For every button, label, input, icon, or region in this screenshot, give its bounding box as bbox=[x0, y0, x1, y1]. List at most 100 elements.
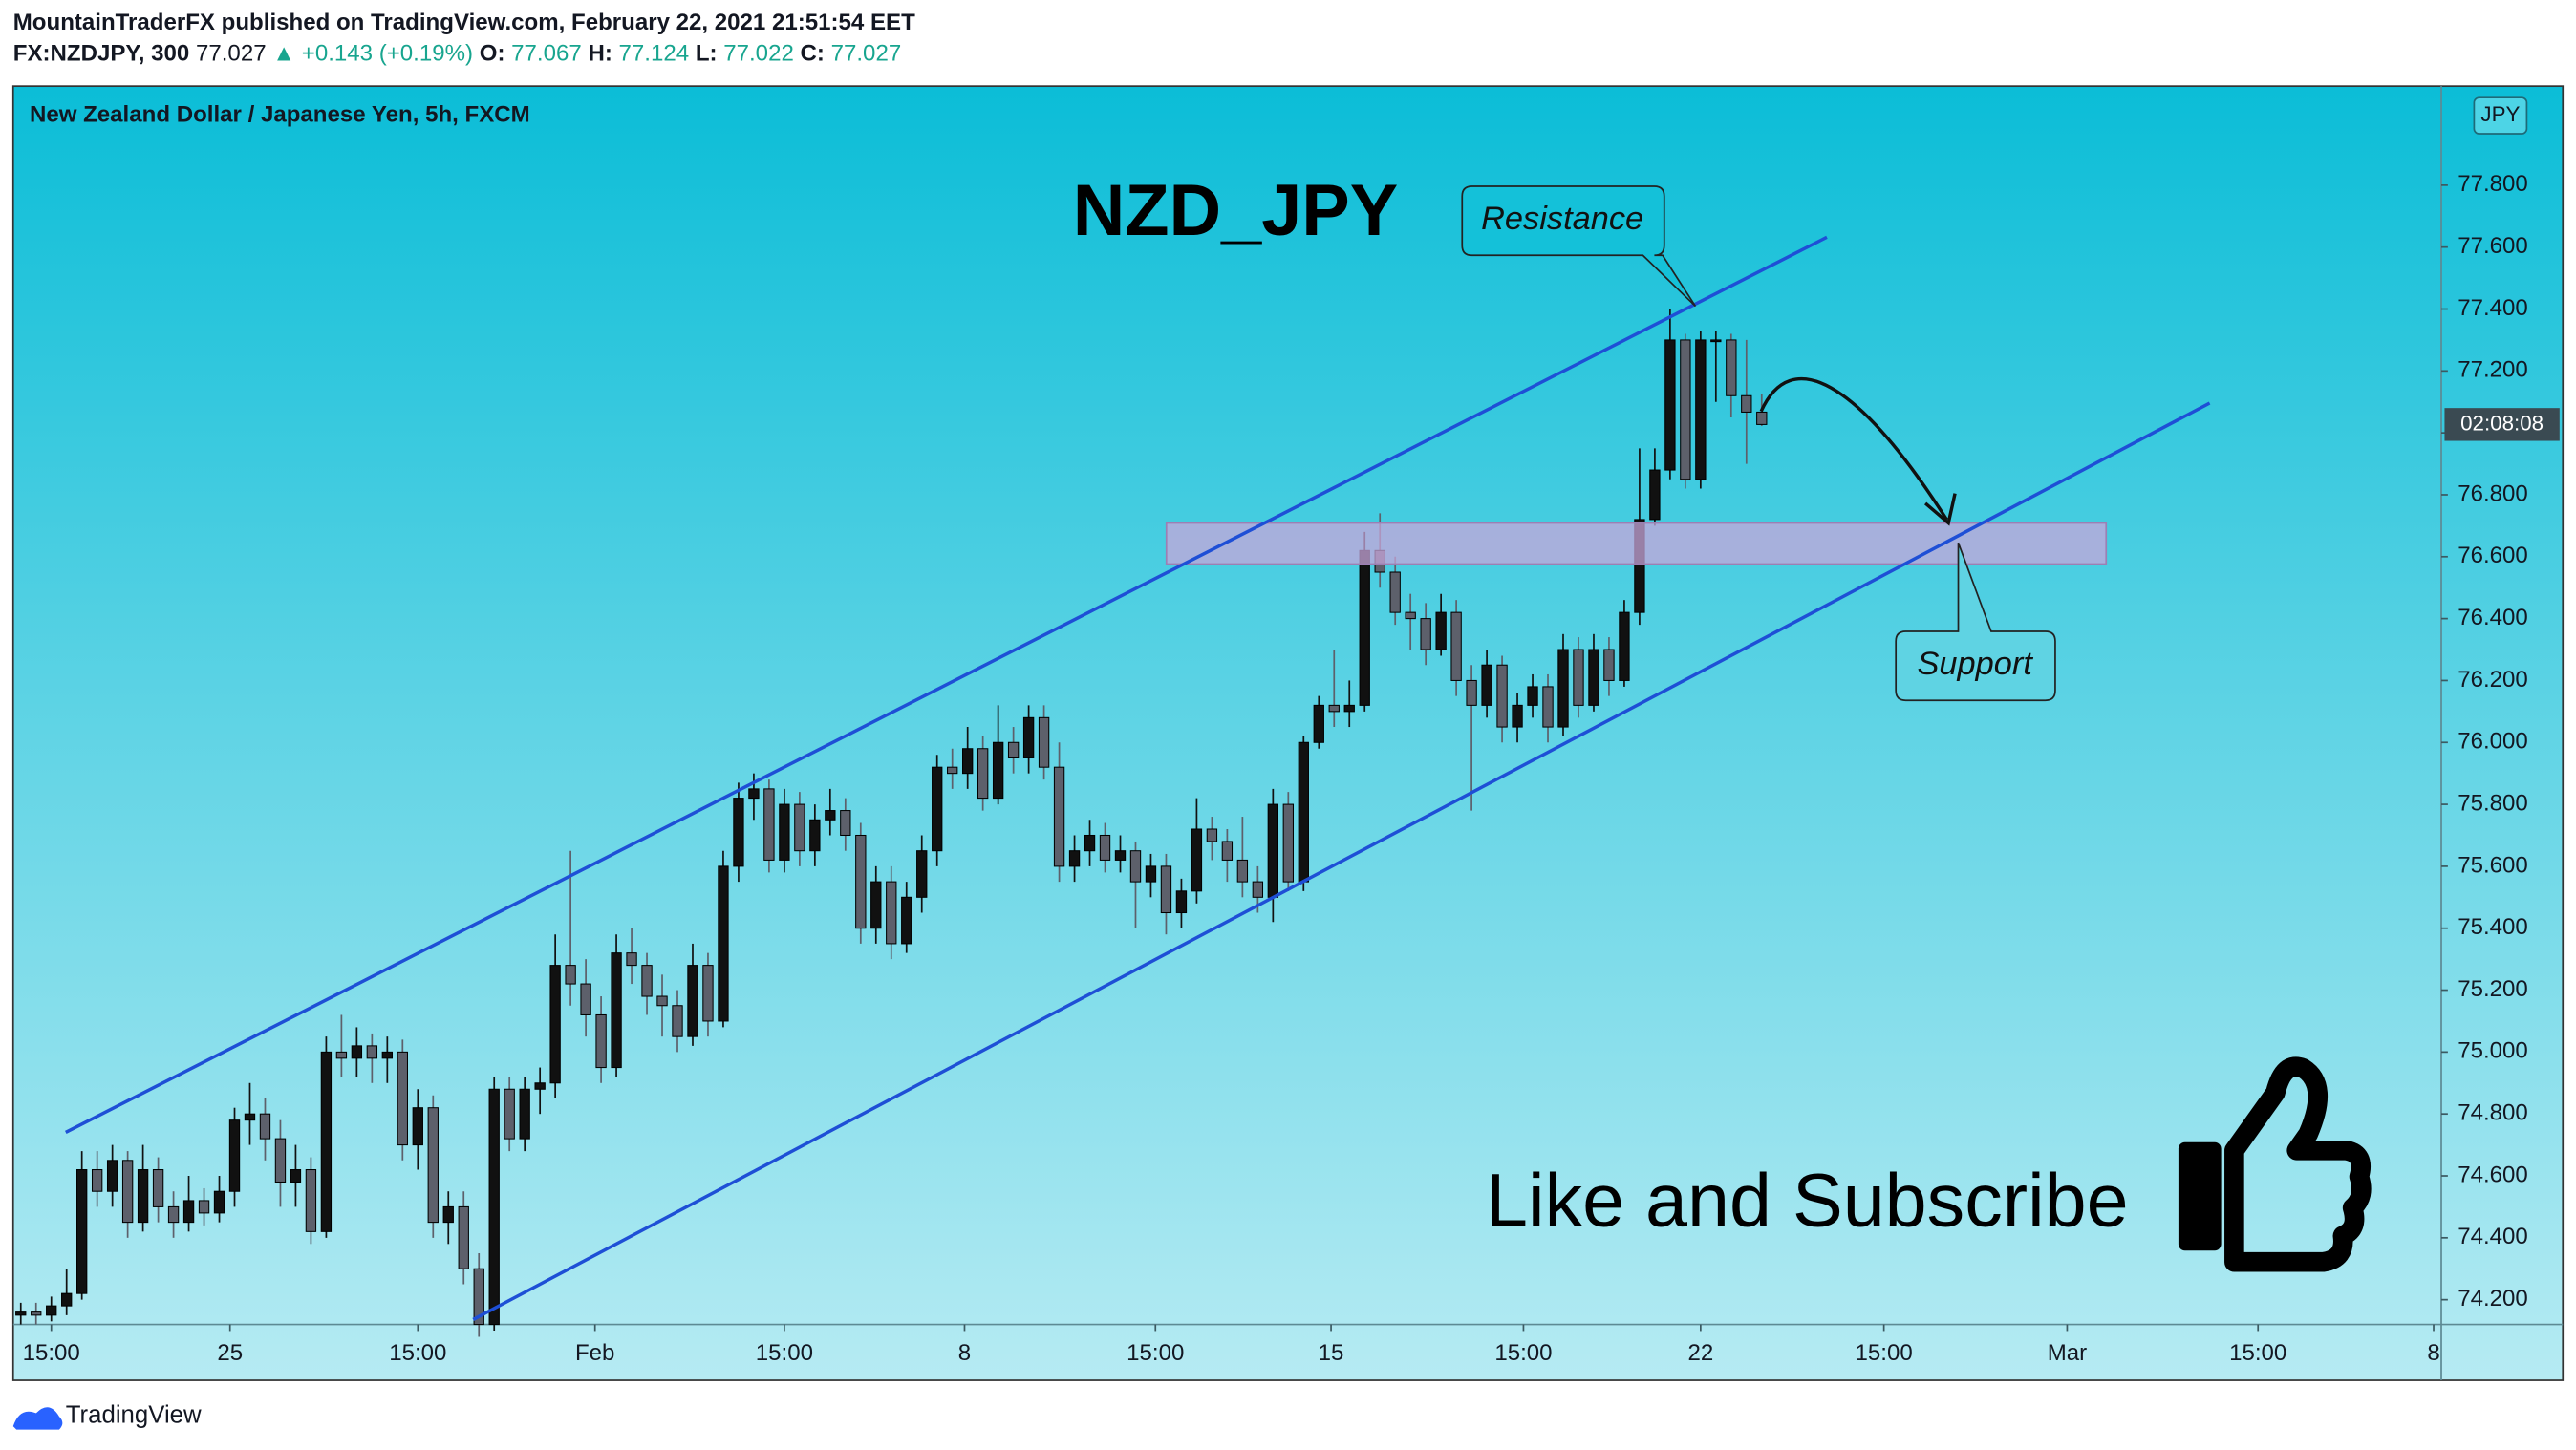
cta-text: Like and Subscribe bbox=[1486, 1158, 2129, 1243]
y-tick-label: 75.600 bbox=[2458, 852, 2528, 878]
x-tick-label: 15 bbox=[1319, 1340, 1344, 1366]
x-tick-label: 15:00 bbox=[23, 1340, 80, 1366]
y-tick-label: 76.800 bbox=[2458, 480, 2528, 506]
candle-body bbox=[977, 748, 989, 800]
candle-body bbox=[1160, 865, 1172, 914]
candle-body bbox=[1206, 828, 1218, 842]
plot: 74.200 74.400 74.600 74.800 75.000 75.200 75.4… bbox=[15, 171, 2528, 1366]
candle-body bbox=[1573, 649, 1584, 706]
candle-body bbox=[672, 1005, 683, 1037]
candle-body bbox=[1405, 611, 1416, 620]
candle-body bbox=[901, 896, 912, 945]
quote-part: ▲ +0.143 (+0.19%) bbox=[272, 41, 473, 67]
candle-body bbox=[641, 965, 653, 997]
candle-body bbox=[274, 1138, 287, 1183]
quote-part: 77.124 bbox=[619, 41, 690, 67]
candle-body bbox=[259, 1113, 271, 1140]
candle-body bbox=[1619, 611, 1630, 681]
y-tick-label: 75.400 bbox=[2458, 914, 2528, 940]
candle-body bbox=[1084, 834, 1096, 852]
quote-part: O: bbox=[480, 41, 505, 67]
candle-body bbox=[1603, 649, 1615, 681]
candle-body bbox=[1175, 890, 1188, 914]
y-tick-label: 75.800 bbox=[2458, 790, 2528, 816]
candle-body bbox=[1313, 704, 1324, 743]
x-tick-label: 8 bbox=[2427, 1340, 2439, 1366]
x-tick-label: 15:00 bbox=[2229, 1340, 2286, 1366]
candle-body bbox=[1053, 766, 1065, 867]
header-quote: FX:NZDJPY, 300 77.027 ▲ +0.143 (+0.19%) … bbox=[13, 41, 901, 67]
candle-body bbox=[244, 1113, 256, 1121]
candle-body bbox=[916, 850, 928, 898]
callout-text: Support bbox=[1918, 646, 2034, 682]
candle-body bbox=[718, 865, 729, 1022]
candle-body bbox=[15, 1311, 27, 1316]
candle-body bbox=[702, 965, 714, 1022]
x-tick-label: 15:00 bbox=[1127, 1340, 1184, 1366]
currency-label: JPY bbox=[2480, 102, 2520, 126]
candle-body bbox=[473, 1268, 484, 1326]
candle-body bbox=[855, 834, 867, 929]
candle-body bbox=[1741, 394, 1752, 413]
candle-body bbox=[1664, 339, 1676, 471]
y-tick-label: 77.200 bbox=[2458, 357, 2528, 383]
y-tick-label: 74.800 bbox=[2458, 1100, 2528, 1126]
candle-body bbox=[1328, 704, 1340, 713]
candle-body bbox=[794, 803, 805, 852]
candle-body bbox=[335, 1051, 348, 1059]
candle-body bbox=[1389, 571, 1401, 613]
candle-body bbox=[825, 810, 836, 821]
candle-body bbox=[626, 952, 637, 967]
candle-body bbox=[91, 1169, 103, 1192]
quote-part: C: bbox=[801, 41, 825, 67]
candle-body bbox=[1695, 339, 1707, 480]
callout bbox=[1895, 542, 2056, 702]
y-tick-label: 76.400 bbox=[2458, 605, 2528, 630]
candle-body bbox=[733, 798, 744, 867]
candle-body bbox=[442, 1205, 454, 1224]
x-tick-label: 15:00 bbox=[756, 1340, 813, 1366]
candle-body bbox=[46, 1305, 57, 1316]
candle-body bbox=[534, 1082, 546, 1090]
x-tick-label: Mar bbox=[2048, 1340, 2087, 1366]
quote-part: FX:NZDJPY, 300 bbox=[13, 41, 190, 67]
candle-body bbox=[549, 965, 561, 1084]
candle-body bbox=[870, 881, 882, 929]
candle-body bbox=[840, 810, 851, 837]
y-tick-label: 74.600 bbox=[2458, 1162, 2528, 1187]
candle-body bbox=[1038, 716, 1050, 768]
arrow-head bbox=[1924, 493, 1957, 526]
candle-body bbox=[1359, 549, 1370, 706]
candle-body bbox=[167, 1205, 180, 1224]
arrow bbox=[1759, 376, 1948, 522]
y-tick-label: 75.000 bbox=[2458, 1038, 2528, 1064]
candle-body bbox=[519, 1088, 530, 1140]
candle-body bbox=[61, 1292, 73, 1307]
candle-body bbox=[962, 748, 974, 775]
candle-body bbox=[1756, 411, 1768, 425]
candle-body bbox=[1236, 859, 1249, 883]
candle-body bbox=[366, 1045, 378, 1059]
candle-body bbox=[779, 803, 790, 861]
candle-body bbox=[1649, 469, 1661, 521]
quote-line: FX:NZDJPY, 300 77.027 ▲ +0.143 (+0.19%) … bbox=[13, 41, 901, 67]
candle-body bbox=[748, 788, 760, 800]
candle-body bbox=[1282, 803, 1294, 883]
candle-body bbox=[504, 1088, 515, 1140]
candle-body bbox=[137, 1169, 149, 1224]
candle-body bbox=[1221, 841, 1234, 861]
candle-body bbox=[1145, 865, 1157, 883]
y-tick-label: 76.600 bbox=[2458, 543, 2528, 568]
candle-body bbox=[1527, 686, 1538, 706]
candle-body bbox=[1588, 649, 1599, 706]
candle-body bbox=[1450, 611, 1462, 681]
candle-body bbox=[1420, 618, 1431, 650]
candle-body bbox=[1022, 716, 1035, 758]
y-tick-label: 77.600 bbox=[2458, 233, 2528, 259]
candle-body bbox=[611, 952, 622, 1069]
y-tick-label: 75.200 bbox=[2458, 976, 2528, 1002]
candle-body bbox=[1496, 664, 1508, 728]
quote-part: 77.067 bbox=[511, 41, 582, 67]
candle-body bbox=[305, 1169, 317, 1232]
header-line: MountainTraderFX published on TradingVie… bbox=[13, 10, 915, 35]
